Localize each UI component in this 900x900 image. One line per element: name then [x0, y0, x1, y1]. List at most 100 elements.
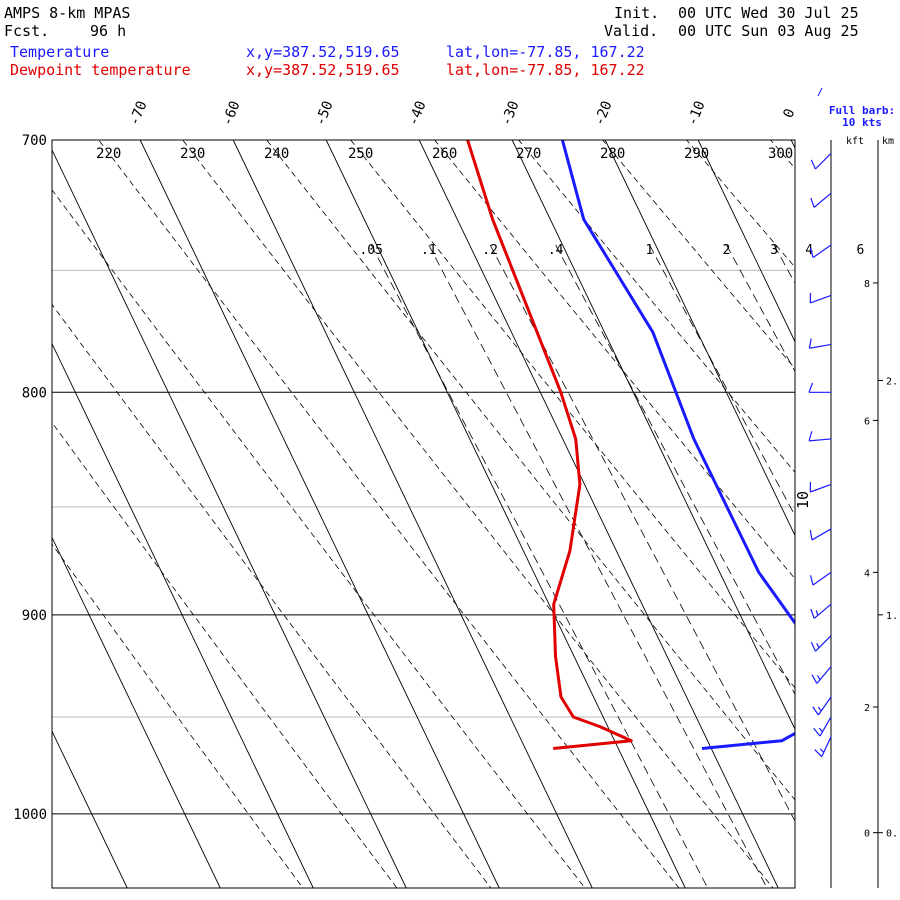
isotherm — [232, 140, 593, 888]
init-label: Init. — [614, 4, 660, 22]
wind-barb-flag — [808, 338, 812, 349]
adiabat-label: 230 — [180, 146, 205, 162]
barb-key-line1: Full barb: — [829, 104, 895, 117]
temperature-tick-label: 0 — [780, 107, 798, 121]
wind-barb-shaft — [821, 736, 832, 757]
adiabat-label: 280 — [600, 146, 625, 162]
wind-barb-shaft — [809, 343, 832, 349]
mixing-ratio-line — [370, 244, 709, 888]
kft-axis-label: kft — [846, 136, 864, 147]
wind-barb — [810, 635, 832, 652]
dry-adiabat — [890, 85, 900, 900]
temperature-tick-label: -60 — [219, 99, 243, 128]
wind-barb — [814, 736, 832, 758]
isotherm — [697, 140, 795, 343]
wind-barb-shaft — [817, 696, 832, 716]
wind-barb-flag — [817, 706, 822, 712]
isotherm — [884, 140, 900, 888]
wind-barb — [812, 696, 832, 716]
barb-key-symbol — [817, 87, 823, 97]
dry-adiabat — [98, 140, 680, 888]
wind-barb-shaft — [812, 244, 832, 259]
dry-adiabat — [182, 140, 774, 888]
wind-barb-shaft — [810, 294, 832, 304]
wind-barb-shaft — [809, 438, 832, 442]
temperature-tick-label: -20 — [591, 99, 615, 128]
plot-frame — [51, 139, 796, 889]
pressure-tick-label: 800 — [22, 385, 47, 401]
mixing-ratio-line — [649, 244, 795, 517]
forecast-label: Fcst. — [4, 22, 50, 40]
barb-key-line2: 10 kts — [842, 116, 882, 129]
init-time: 00 UTC Wed 30 Jul 25 — [678, 4, 859, 22]
isotherm — [52, 342, 314, 888]
mixing-ratio-label: .2 — [482, 243, 498, 258]
wind-barb-shaft — [815, 635, 832, 652]
mixing-ratio-label: .4 — [548, 243, 564, 258]
wind-barb-flag — [817, 675, 821, 681]
wind-barb-shaft — [813, 603, 832, 619]
valid-time: 00 UTC Sun 03 Aug 25 — [678, 22, 859, 40]
wind-barb — [809, 571, 832, 586]
dry-adiabat — [434, 140, 795, 580]
legend-dewpoint-xy: x,y=387.52,519.65 — [246, 61, 400, 79]
temperature-tick-label: -50 — [312, 99, 336, 128]
isotherm — [52, 536, 221, 888]
adiabat-label: 220 — [96, 146, 121, 162]
kft-tick-label: 8 — [864, 279, 870, 290]
isotherm — [0, 140, 34, 888]
km-tick-label: 2. — [886, 376, 898, 387]
km-axis-label: km — [882, 136, 894, 147]
wind-barb — [809, 292, 832, 304]
wind-barb-flag — [819, 748, 825, 753]
wind-barb-flag — [818, 727, 823, 733]
isotherm — [52, 148, 407, 888]
wind-barb-shaft — [810, 483, 832, 493]
chart-series — [466, 140, 795, 750]
mixing-ratio-label: .05 — [359, 243, 382, 258]
dry-adiabat — [52, 189, 586, 888]
wind-barb-flag — [810, 608, 815, 619]
wind-barb-flag — [809, 529, 813, 541]
isotherm — [418, 140, 779, 888]
wind-barb-flag — [810, 159, 816, 170]
wind-barb-shaft — [816, 666, 832, 684]
pressure-tick-label: 1000 — [13, 807, 47, 823]
pressure-tick-label: 900 — [22, 608, 47, 624]
adiabat-label: 260 — [432, 146, 457, 162]
wind-barb — [810, 153, 832, 170]
wind-barb — [809, 481, 832, 493]
wind-barb-shaft — [812, 571, 832, 586]
barb-speed-label: 10 — [794, 491, 812, 509]
wind-barb — [813, 716, 832, 737]
wind-barb — [809, 244, 832, 259]
temperature-tick-label: -30 — [498, 99, 522, 128]
wind-barb — [808, 338, 832, 349]
km-tick-label: 0. — [886, 829, 898, 840]
dry-adiabat — [52, 303, 492, 888]
mixing-ratio-line — [809, 245, 900, 888]
forecast-hour: 96 h — [90, 22, 127, 40]
wind-barb-flag — [809, 247, 814, 258]
wind-barb-flag — [814, 749, 823, 758]
adiabat-label: 270 — [516, 146, 541, 162]
legend-dewpoint-label: Dewpoint temperature — [10, 61, 191, 79]
wind-barb-shaft — [819, 716, 832, 737]
model-title: AMPS 8-km MPAS — [4, 4, 131, 22]
mixing-ratio-line — [860, 245, 900, 888]
wind-barb-flag — [809, 575, 814, 586]
mixing-ratio-line — [428, 244, 768, 888]
wind-barb-flag — [810, 197, 815, 208]
wind-barb-shaft — [813, 192, 832, 208]
legend-temperature-latlon: lat,lon=-77.85, 167.22 — [446, 43, 645, 61]
mixing-ratio-line — [489, 244, 795, 822]
valid-label: Valid. — [604, 22, 659, 40]
kft-tick-label: 0 — [864, 829, 870, 840]
dry-adiabat — [266, 140, 795, 801]
temperature-tick-label: -70 — [126, 99, 150, 128]
dry-adiabat — [52, 421, 398, 888]
chart-grid — [0, 85, 900, 900]
dry-adiabat — [518, 140, 795, 473]
